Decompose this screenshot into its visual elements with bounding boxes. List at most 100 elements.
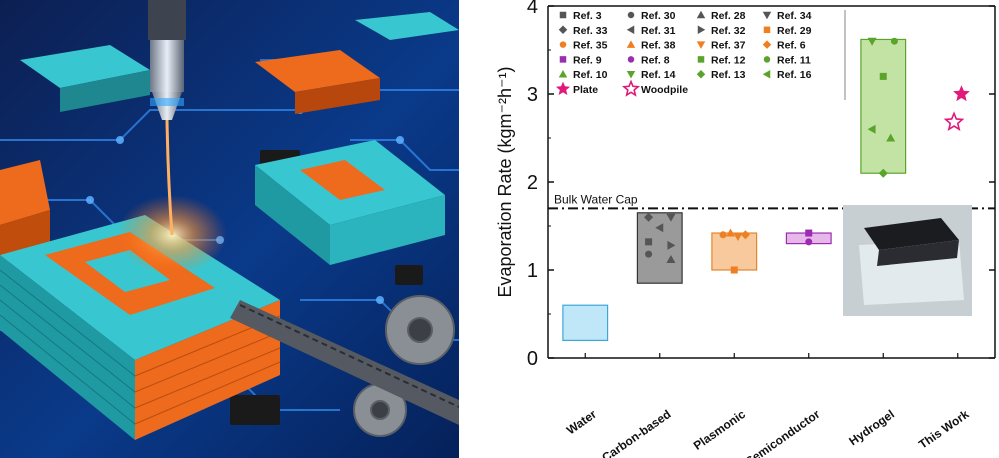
- hydrogel-photo: [843, 205, 972, 316]
- data-point: [730, 266, 738, 274]
- legend-marker: [763, 26, 771, 34]
- orange-layer-lines: [134, 315, 281, 425]
- legend-marker: [763, 56, 771, 63]
- legend-label: Ref. 9: [573, 54, 602, 66]
- y-tick-label: 1: [527, 260, 538, 282]
- data-point: [740, 230, 750, 240]
- legend-label: Ref. 28: [711, 10, 746, 22]
- legend-label: Ref. 37: [711, 40, 746, 52]
- legend-label: Ref. 3: [573, 10, 602, 22]
- stack-layer-lines: [0, 269, 136, 425]
- legend-label: Ref. 35: [573, 40, 608, 52]
- legend-label: Ref. 38: [641, 40, 676, 52]
- data-point: [886, 133, 896, 142]
- legend-marker: [697, 56, 705, 63]
- legend-label: Ref. 12: [711, 54, 746, 66]
- data-point: [805, 229, 813, 237]
- data-point: [645, 238, 653, 246]
- data-point: [878, 168, 888, 178]
- y-tick-label: 0: [527, 348, 538, 370]
- range-box: [636, 212, 683, 284]
- legend-label: Ref. 33: [573, 25, 608, 37]
- data-point: [879, 72, 887, 80]
- legend-label: Ref. 13: [711, 69, 746, 81]
- legend-marker: [696, 69, 706, 79]
- legend-marker: [558, 69, 568, 78]
- teal-stack-right: [255, 140, 445, 265]
- evaporation-chart: Bulk Water Cap 0 1 2 3 4 Water Carbon-based Pl…: [495, 0, 996, 458]
- range-box: [860, 38, 907, 174]
- legend-label: Ref. 29: [777, 25, 812, 37]
- data-point: [943, 111, 965, 131]
- print-filament: [165, 119, 174, 236]
- legend-label: Ref. 31: [641, 25, 676, 37]
- printed-stack-main: [0, 215, 280, 440]
- y-tick-label: 3: [527, 84, 538, 106]
- y-tick-label: 4: [527, 0, 538, 18]
- printing-illustration: [0, 0, 459, 458]
- y-tick-label: 2: [527, 172, 538, 194]
- background-blocks: [20, 12, 459, 114]
- legend-marker: [626, 40, 636, 48]
- legend-label: Ref. 32: [711, 25, 746, 37]
- legend-label: Ref. 6: [777, 40, 806, 52]
- data-point: [890, 37, 898, 45]
- legend-label: Woodpile: [641, 84, 688, 96]
- x-tick-label: Plasmonic: [691, 407, 748, 453]
- gear-icon: [353, 295, 455, 437]
- legend-marker: [559, 56, 567, 63]
- y-axis-title: Evaporation Rate (kgm⁻²h⁻¹): [495, 66, 515, 297]
- legend-marker: [697, 25, 706, 35]
- legend-marker: [762, 40, 772, 49]
- data-point: [645, 250, 653, 258]
- legend-marker: [626, 25, 635, 35]
- legend-label: Plate: [573, 84, 598, 96]
- legend-marker: [696, 41, 706, 49]
- data-point: [726, 228, 736, 237]
- legend-label: Ref. 34: [777, 10, 812, 22]
- legend-label: Ref. 30: [641, 10, 676, 22]
- legend-marker: [762, 11, 772, 20]
- x-tick-label: Semiconductor: [743, 407, 823, 458]
- print-nozzle: [148, 0, 186, 120]
- y-ticks: 0 1 2 3 4: [527, 0, 995, 370]
- legend-marker: [621, 79, 641, 97]
- range-box: [711, 232, 758, 271]
- data-points: [644, 37, 970, 274]
- data-point: [953, 85, 970, 102]
- conveyor-belt: [230, 300, 459, 425]
- legend-marker: [559, 11, 567, 19]
- data-point: [655, 223, 664, 233]
- legend-label: Ref. 11: [777, 54, 811, 66]
- data-point: [733, 233, 743, 242]
- legend-label: Ref. 14: [641, 69, 676, 81]
- x-tick-label: Hydrogel: [846, 407, 897, 448]
- legend-marker: [696, 10, 706, 19]
- legend: Ref. 3 Ref. 30 Ref. 28 Ref. 34 Ref. 33 Ref. 3…: [555, 10, 846, 100]
- bulk-water-cap-label: Bulk Water Cap: [554, 192, 638, 206]
- data-point: [667, 240, 676, 250]
- data-point: [805, 238, 813, 246]
- data-point: [867, 37, 877, 46]
- data-point: [867, 124, 876, 134]
- legend-label: Ref. 16: [777, 69, 812, 81]
- legend-marker: [627, 11, 635, 19]
- legend-marker: [559, 41, 567, 48]
- range-boxes: [562, 38, 907, 342]
- range-box: [562, 304, 609, 342]
- legend-marker: [555, 81, 571, 96]
- legend-marker: [626, 70, 636, 79]
- x-tick-label: This Work: [916, 407, 972, 452]
- legend-marker: [558, 25, 568, 35]
- legend-marker: [627, 56, 635, 63]
- legend-marker: [762, 69, 771, 79]
- x-tick-label: Water: [564, 407, 599, 438]
- data-point: [666, 213, 676, 222]
- data-point: [719, 231, 727, 239]
- x-tick-label: Carbon-based: [599, 407, 673, 458]
- legend-label: Ref. 8: [641, 54, 670, 66]
- legend-label: Ref. 10: [573, 69, 608, 81]
- data-point: [644, 212, 654, 222]
- data-point: [666, 254, 676, 263]
